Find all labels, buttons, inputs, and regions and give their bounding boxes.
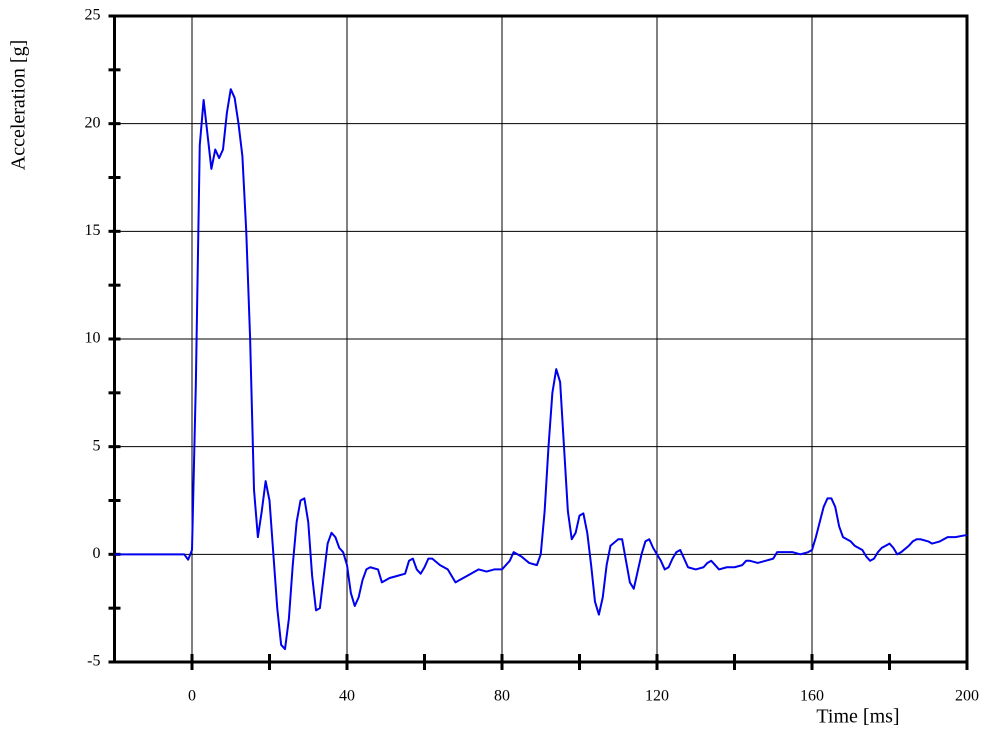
x-tick-label: 40 bbox=[339, 688, 355, 705]
x-tick-label: 0 bbox=[188, 688, 196, 705]
x-tick-label: 160 bbox=[800, 688, 824, 705]
x-tick-label: 200 bbox=[955, 688, 979, 705]
data-line bbox=[114, 88, 968, 651]
y-tick-label: 15 bbox=[85, 222, 101, 239]
x-axis-label: Time [ms] bbox=[816, 706, 899, 728]
y-tick-label: 5 bbox=[93, 437, 101, 454]
y-tick-label: 0 bbox=[93, 545, 101, 562]
y-axis-label: Acceleration [g] bbox=[8, 40, 30, 170]
y-tick-label: 25 bbox=[85, 7, 101, 24]
x-tick-label: 120 bbox=[645, 688, 669, 705]
plot-frame bbox=[113, 14, 969, 664]
x-tick-label: 80 bbox=[494, 688, 510, 705]
y-tick-label: 10 bbox=[85, 330, 101, 347]
y-tick-label: 20 bbox=[85, 114, 101, 131]
y-tick-label: -5 bbox=[87, 653, 100, 670]
